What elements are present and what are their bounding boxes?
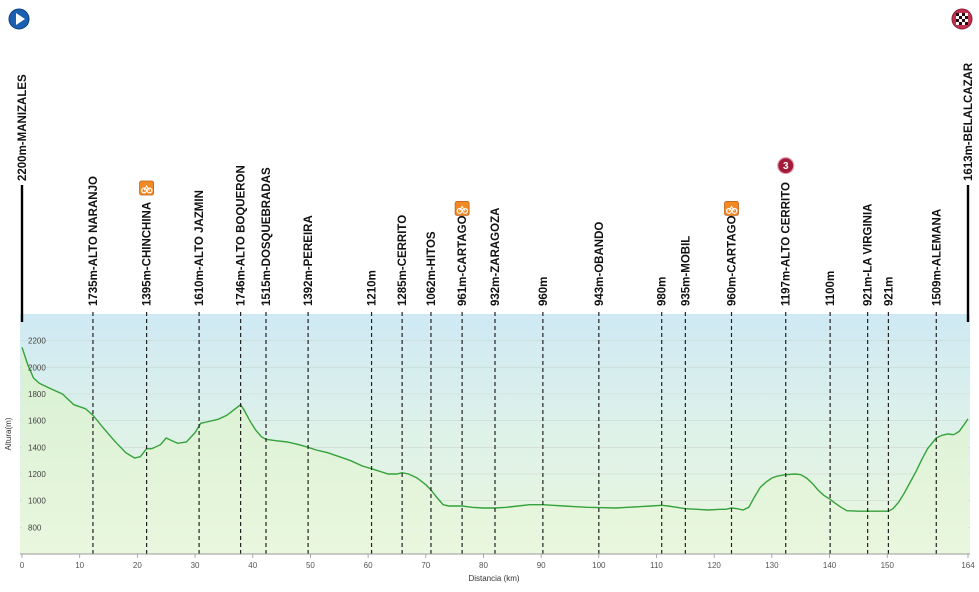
start-finish-markers: 2200m-MANIZALES 1613m-BELALCAZAR: [8, 8, 975, 322]
x-tick-label: 10: [75, 561, 84, 570]
waypoint-label: 1392m-PEREIRA: [303, 215, 315, 306]
finish-label: 1613m-BELALCAZAR: [963, 62, 975, 181]
x-tick-label: 40: [248, 561, 257, 570]
x-tick-label: 20: [133, 561, 142, 570]
x-tick-label: 0: [20, 561, 25, 570]
waypoint-label: 960m-CARTAGO: [727, 215, 739, 306]
x-tick-label: 150: [881, 561, 895, 570]
x-tick-label: 90: [537, 561, 546, 570]
waypoint-label: 1210m: [367, 270, 379, 306]
feed-zone-icon: [724, 200, 739, 216]
x-tick-labels: 0 10 20 30 40 50 60 70 80 90 100 110 120 130 140 150 164: [20, 554, 975, 570]
waypoint-label: 943m-OBANDO: [594, 222, 606, 306]
waypoint-label: 1515m-DOSQUEBRADAS: [261, 167, 273, 306]
y-tick-labels: 2200 2000 1800 1600 1400 1200 1000 800: [28, 337, 46, 533]
waypoint-label: 961m-CARTAGO: [457, 215, 469, 306]
y-tick-label: 800: [28, 523, 42, 532]
waypoint-label: 1395m-CHINCHINA: [142, 202, 154, 306]
climb-category-text: 3: [783, 161, 789, 172]
climb-category-icon: 3: [777, 157, 795, 175]
feed-zone-icon: [139, 180, 154, 196]
x-tick-label: 164: [961, 561, 975, 570]
y-tick-label: 1000: [28, 497, 46, 506]
x-tick-label: 110: [650, 561, 663, 570]
waypoint-label: 980m: [657, 277, 669, 306]
y-tick-label: 2200: [28, 337, 46, 346]
waypoint-label: 921m-LA VIRGINIA: [863, 204, 875, 306]
x-tick-label: 100: [592, 561, 606, 570]
x-tick-label: 60: [364, 561, 373, 570]
waypoint-label: 1285m-CERRITO: [397, 215, 409, 306]
waypoint-label: 1062m-HITOS: [426, 231, 438, 306]
waypoint-label: 1197m-ALTO CERRITO: [781, 182, 793, 306]
y-tick-label: 1200: [28, 470, 46, 479]
waypoint-markers: 1735m-ALTO NARANJO 1395m-CHINCHINA 1610m-A…: [88, 157, 943, 554]
x-tick-label: 120: [708, 561, 722, 570]
waypoint-label: 1509m-ALEMANA: [931, 209, 943, 306]
feed-zone-icon: [454, 200, 470, 216]
waypoint-label: 1735m-ALTO NARANJO: [88, 176, 100, 306]
waypoint-label: 1746m-ALTO BOQUERON: [236, 165, 248, 306]
x-tick-label: 130: [765, 561, 779, 570]
profile-line: [21, 347, 969, 512]
profile-area: [22, 347, 968, 554]
start-label: 2200m-MANIZALES: [17, 74, 29, 181]
y-tick-label: 2000: [28, 363, 46, 372]
y-tick-label: 1800: [28, 390, 46, 399]
x-axis-label: Distancia (km): [468, 574, 519, 583]
waypoint-label: 921m: [883, 277, 895, 306]
waypoint-label: 935m-MOBIL: [680, 236, 692, 306]
waypoint-label: 960m: [538, 277, 550, 306]
x-tick-label: 140: [823, 561, 837, 570]
y-tick-label: 1400: [28, 443, 46, 452]
waypoint-label: 1610m-ALTO JAZMIN: [194, 190, 206, 306]
finish-flag-icon: [951, 8, 973, 30]
y-axis-label: Altura(m): [4, 417, 13, 450]
waypoint-label: 932m-ZARAGOZA: [490, 208, 502, 306]
y-tick-label: 1600: [28, 417, 46, 426]
x-tick-label: 70: [421, 561, 430, 570]
x-tick-label: 80: [479, 561, 488, 570]
x-tick-label: 30: [191, 561, 200, 570]
x-tick-label: 50: [306, 561, 315, 570]
waypoint-label: 1100m: [825, 271, 837, 306]
start-icon: [8, 8, 30, 30]
